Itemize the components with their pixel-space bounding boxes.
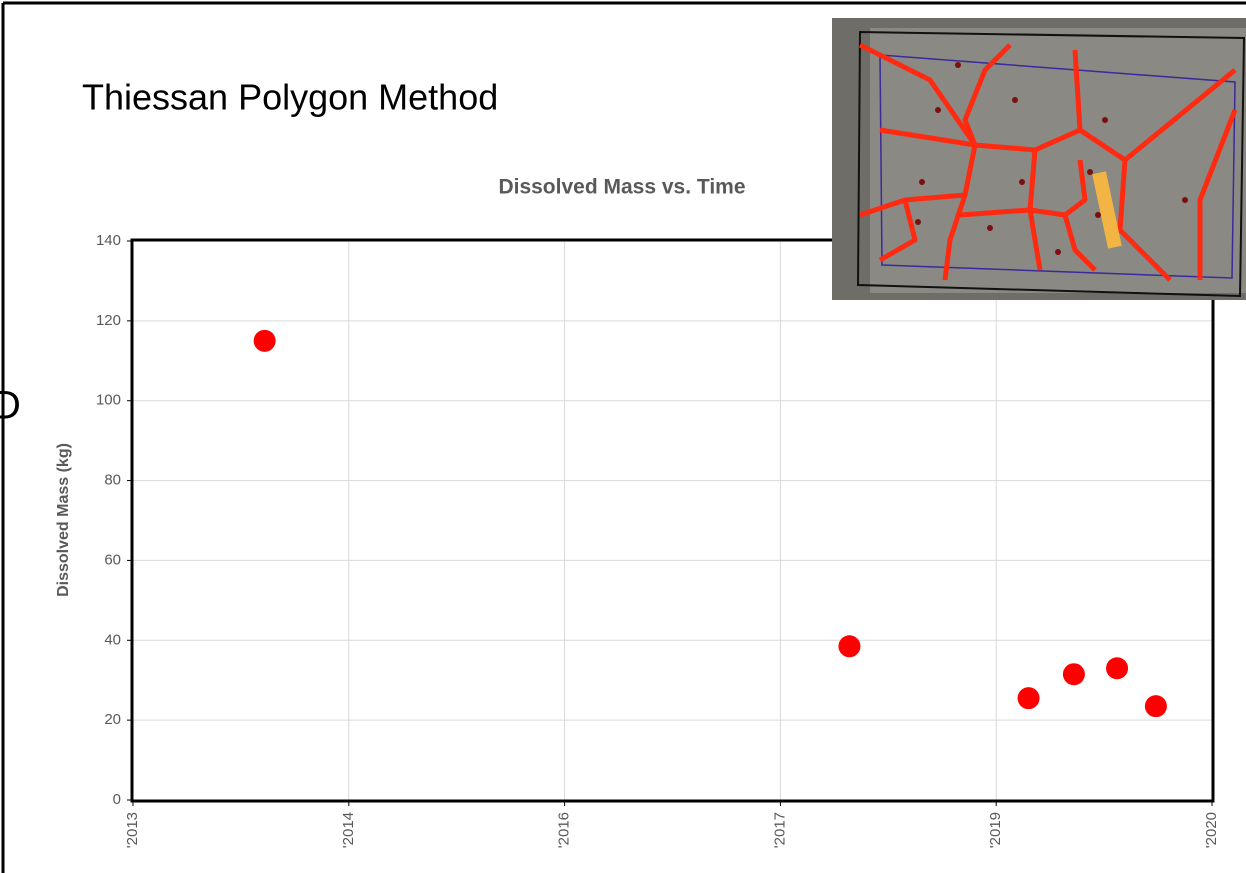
slide: Thiessan Polygon Method D Dissolved Mass… (0, 0, 1246, 873)
x-tick-label: '2020 (1203, 812, 1220, 848)
data-point (1106, 657, 1128, 679)
y-tick-label: 40 (104, 631, 121, 648)
data-point (1018, 687, 1040, 709)
x-tick-label: '2014 (340, 812, 357, 848)
y-tick-label: 60 (104, 551, 121, 568)
plot-border (132, 240, 1213, 801)
x-tick-label: '2017 (771, 812, 788, 848)
map-inset (832, 18, 1246, 300)
data-point (1063, 663, 1085, 685)
data-point (254, 330, 276, 352)
slide-title: Thiessan Polygon Method (82, 77, 498, 118)
y-tick-label: 0 (113, 791, 121, 808)
y-tick-label: 100 (96, 392, 121, 409)
y-tick-label: 140 (96, 232, 121, 249)
chart-title: Dissolved Mass vs. Time (498, 176, 745, 199)
y-tick-label: 20 (104, 711, 121, 728)
x-tick-label: '2013 (124, 812, 141, 848)
plot-area: 0 20 40 60 80 100 120 140 '2013 '2014 '2016 '2017 '2… (96, 232, 1220, 848)
x-tick-label: '2016 (556, 812, 573, 848)
x-tick-label: '2019 (987, 812, 1004, 848)
data-point (1145, 695, 1167, 717)
y-tick-label: 80 (104, 472, 121, 489)
data-point (838, 635, 860, 657)
y-axis-label: Dissolved Mass (kg) (55, 443, 72, 597)
y-tick-label: 120 (96, 312, 121, 329)
cropped-text: D (0, 384, 21, 428)
